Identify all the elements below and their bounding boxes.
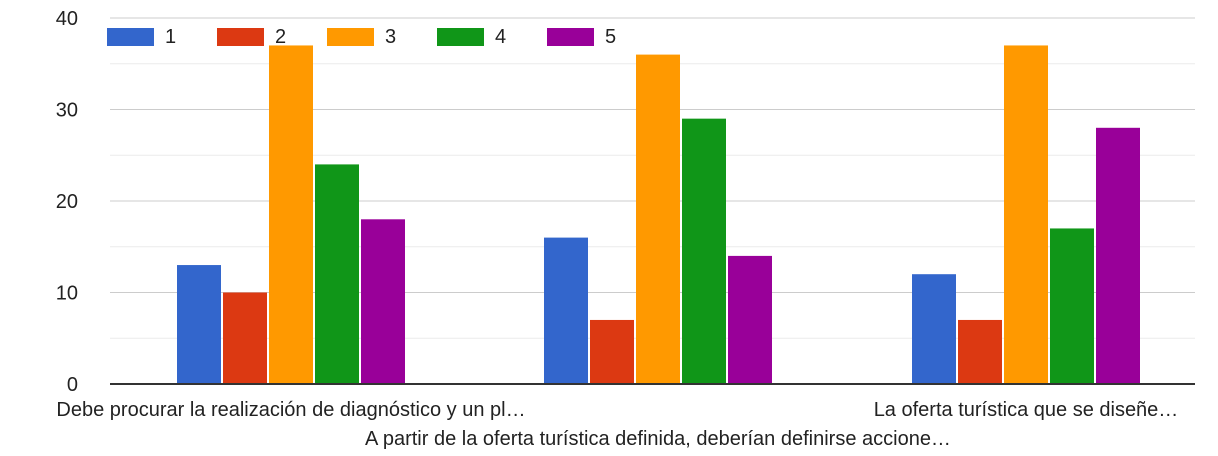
legend-label-1: 1: [165, 26, 176, 48]
legend: 1 2 3 4 5: [107, 26, 616, 48]
bar-series-2-category-2: [590, 320, 634, 384]
bar-series-1-category-3: [912, 274, 956, 384]
bar-series-2-category-3: [958, 320, 1002, 384]
y-tick-label: 10: [56, 283, 78, 305]
bar-series-1-category-2: [544, 238, 588, 384]
legend-label-5: 5: [605, 26, 616, 48]
legend-label-4: 4: [495, 26, 506, 48]
legend-swatch-5: [547, 28, 594, 46]
x-axis-category-labels: Debe procurar la realización de diagnóst…: [56, 399, 1178, 450]
bars: [177, 45, 1140, 384]
legend-swatch-1: [107, 28, 154, 46]
bar-series-4-category-3: [1050, 228, 1094, 384]
y-tick-label: 40: [56, 8, 78, 30]
x-category-label: A partir de la oferta turística definida…: [365, 428, 951, 450]
legend-swatch-3: [327, 28, 374, 46]
bar-series-5-category-3: [1096, 128, 1140, 384]
legend-label-2: 2: [275, 26, 286, 48]
bar-series-1-category-1: [177, 265, 221, 384]
bar-series-2-category-1: [223, 293, 267, 385]
bar-series-3-category-3: [1004, 45, 1048, 384]
bar-series-4-category-1: [315, 164, 359, 384]
legend-swatch-2: [217, 28, 264, 46]
x-category-label: Debe procurar la realización de diagnóst…: [56, 399, 525, 421]
bar-series-3-category-1: [269, 45, 313, 384]
y-axis-tick-labels: 0 10 20 30 40: [56, 8, 78, 396]
y-tick-label: 20: [56, 191, 78, 213]
bar-series-3-category-2: [636, 55, 680, 384]
bar-series-5-category-1: [361, 219, 405, 384]
legend-label-3: 3: [385, 26, 396, 48]
y-tick-label: 30: [56, 100, 78, 122]
bar-series-4-category-2: [682, 119, 726, 384]
x-category-label: La oferta turística que se diseñe…: [874, 399, 1179, 421]
y-tick-label: 0: [67, 374, 78, 396]
legend-swatch-4: [437, 28, 484, 46]
bar-series-5-category-2: [728, 256, 772, 384]
